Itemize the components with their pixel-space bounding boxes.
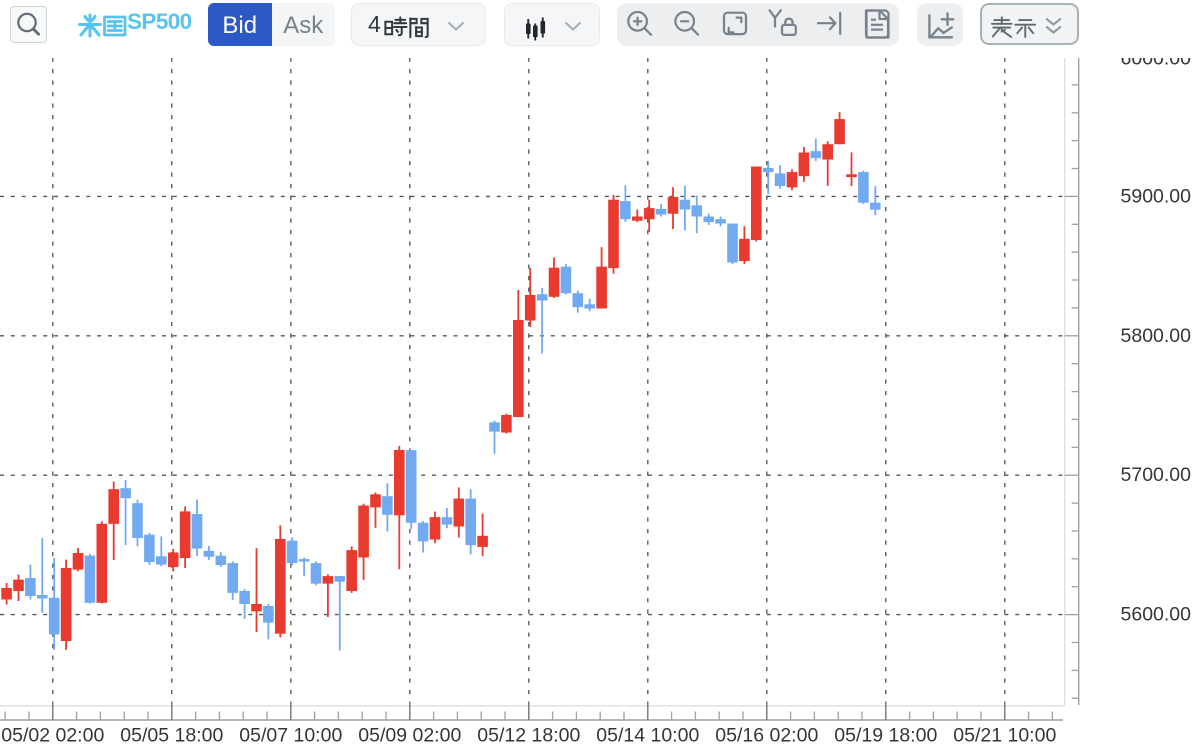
svg-text:05/21 10:00: 05/21 10:00 bbox=[953, 725, 1056, 747]
svg-text:05/09 02:00: 05/09 02:00 bbox=[358, 725, 461, 747]
svg-text:05/16 02:00: 05/16 02:00 bbox=[715, 725, 818, 747]
svg-text:5600.00: 5600.00 bbox=[1121, 604, 1192, 626]
svg-text:05/07 10:00: 05/07 10:00 bbox=[239, 725, 342, 747]
svg-text:05/14 10:00: 05/14 10:00 bbox=[596, 725, 699, 747]
svg-text:5800.00: 5800.00 bbox=[1121, 325, 1192, 347]
svg-text:5700.00: 5700.00 bbox=[1121, 464, 1192, 486]
svg-text:05/02 02:00: 05/02 02:00 bbox=[1, 725, 104, 747]
svg-text:05/12 18:00: 05/12 18:00 bbox=[477, 725, 580, 747]
svg-text:5900.00: 5900.00 bbox=[1121, 185, 1192, 207]
svg-text:05/05 18:00: 05/05 18:00 bbox=[120, 725, 223, 747]
svg-text:05/19 18:00: 05/19 18:00 bbox=[834, 725, 937, 747]
svg-text:6000.00: 6000.00 bbox=[1121, 48, 1192, 70]
